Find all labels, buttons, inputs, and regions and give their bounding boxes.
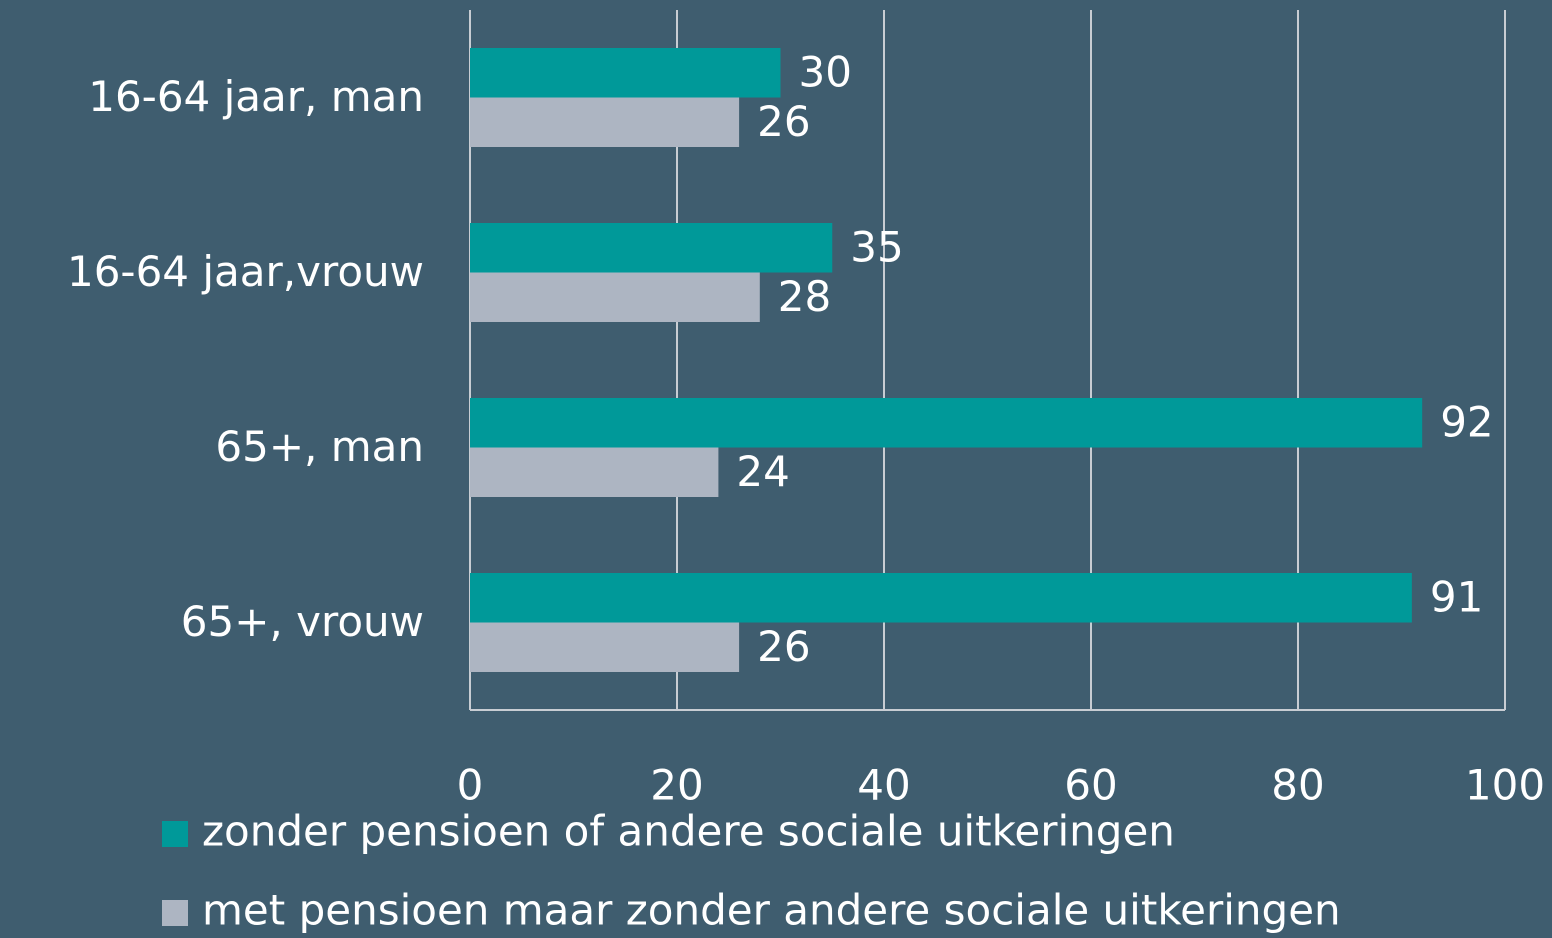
data-label: 35 [850, 222, 903, 271]
y-tick-label: 65+, vrouw [181, 597, 424, 646]
bar [470, 398, 1423, 448]
bar [470, 622, 740, 672]
bar [470, 97, 740, 147]
bar [470, 48, 781, 98]
y-tick-label: 16-64 jaar, man [88, 72, 424, 121]
x-tick-label: 80 [1271, 761, 1324, 810]
bar [470, 447, 719, 497]
data-label: 91 [1430, 572, 1483, 621]
x-tick-label: 100 [1465, 761, 1545, 810]
data-label: 26 [757, 622, 810, 671]
y-tick-label: 65+, man [215, 422, 424, 471]
data-label: 24 [736, 447, 789, 496]
legend-swatch [162, 900, 188, 926]
legend-label: met pensioen maar zonder andere sociale … [202, 886, 1341, 935]
bar [470, 272, 760, 322]
y-tick-label: 16-64 jaar,vrouw [67, 247, 424, 296]
bar [470, 223, 833, 273]
legend-swatch [162, 821, 188, 847]
x-tick-label: 40 [857, 761, 910, 810]
x-tick-label: 60 [1064, 761, 1117, 810]
data-label: 92 [1440, 397, 1493, 446]
x-tick-label: 20 [650, 761, 703, 810]
data-label: 28 [778, 272, 831, 321]
data-label: 30 [799, 47, 852, 96]
data-label: 26 [757, 97, 810, 146]
x-tick-label: 0 [457, 761, 484, 810]
legend-label: zonder pensioen of andere sociale uitker… [202, 807, 1175, 856]
bar [470, 573, 1412, 623]
